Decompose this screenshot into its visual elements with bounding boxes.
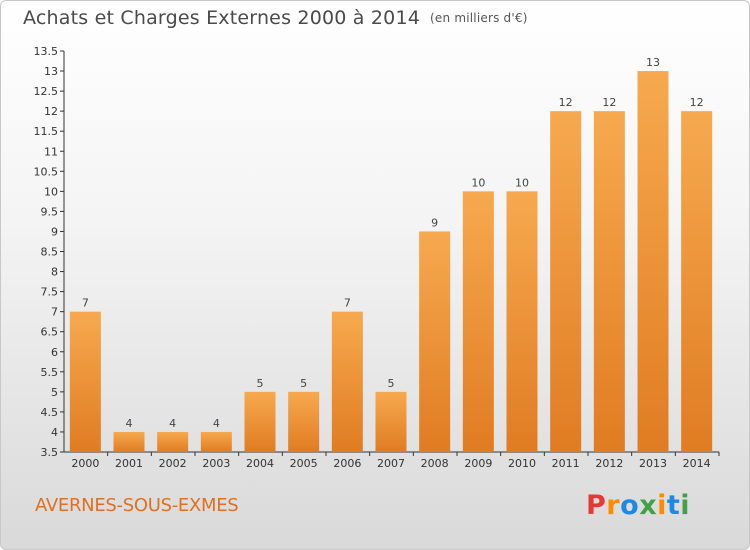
x-tick-label-2009: 2009 bbox=[464, 457, 492, 470]
proxiti-logo[interactable]: Proxiti bbox=[586, 490, 690, 521]
data-label-2012: 12 bbox=[602, 96, 616, 109]
data-label-2002: 4 bbox=[169, 417, 176, 430]
bar-2000 bbox=[69, 311, 101, 452]
y-tick-label-4: 5.5 bbox=[41, 366, 59, 379]
data-label-2008: 9 bbox=[431, 216, 438, 229]
x-tick-label-2005: 2005 bbox=[290, 457, 318, 470]
y-tick-label-6: 6.5 bbox=[41, 326, 59, 339]
y-tick-label-13: 10 bbox=[44, 185, 58, 198]
bar-2001 bbox=[113, 431, 145, 452]
x-tick-label-2010: 2010 bbox=[508, 457, 536, 470]
y-tick-label-15: 11 bbox=[44, 145, 58, 158]
data-label-2006: 7 bbox=[344, 297, 351, 310]
y-tick-label-10: 8.5 bbox=[41, 246, 59, 259]
y-tick-label-20: 13.5 bbox=[34, 45, 59, 58]
data-label-2010: 10 bbox=[515, 176, 529, 189]
bar-2009 bbox=[462, 191, 494, 452]
x-tick-label-2001: 2001 bbox=[115, 457, 143, 470]
y-tick-label-19: 13 bbox=[44, 65, 58, 78]
y-tick-label-11: 9 bbox=[51, 225, 58, 238]
bar-2010 bbox=[506, 191, 538, 452]
x-tick-label-2003: 2003 bbox=[202, 457, 230, 470]
data-label-2011: 12 bbox=[559, 96, 573, 109]
logo-letter: r bbox=[606, 490, 621, 521]
chart-title: Achats et Charges Externes 2000 à 2014 (e… bbox=[23, 7, 528, 29]
data-label-2001: 4 bbox=[126, 417, 133, 430]
y-tick-label-9: 8 bbox=[51, 266, 58, 279]
data-label-2000: 7 bbox=[82, 297, 89, 310]
y-tick-label-17: 12 bbox=[44, 105, 58, 118]
x-tick-label-2008: 2008 bbox=[421, 457, 449, 470]
bar-2008 bbox=[419, 231, 451, 452]
chart-title-unit: (en milliers d'€) bbox=[430, 11, 528, 25]
data-label-2003: 4 bbox=[213, 417, 220, 430]
bar-2003 bbox=[200, 431, 232, 452]
y-tick-label-16: 11.5 bbox=[34, 125, 59, 138]
y-tick-label-0: 3.5 bbox=[41, 446, 59, 459]
logo-letter: P bbox=[586, 490, 607, 521]
data-label-2009: 10 bbox=[471, 176, 485, 189]
bar-2014 bbox=[681, 111, 713, 453]
chart-title-main: Achats et Charges Externes 2000 à 2014 bbox=[23, 7, 421, 29]
y-tick-label-7: 7 bbox=[51, 306, 58, 319]
x-tick-label-2002: 2002 bbox=[159, 457, 187, 470]
data-label-2007: 5 bbox=[388, 377, 395, 390]
bar-2007 bbox=[375, 391, 407, 452]
data-label-2013: 13 bbox=[646, 56, 660, 69]
x-tick-label-2013: 2013 bbox=[639, 457, 667, 470]
bar-2002 bbox=[157, 431, 189, 452]
y-tick-label-5: 6 bbox=[51, 346, 58, 359]
y-tick-label-1: 4 bbox=[51, 426, 58, 439]
y-tick-label-12: 9.5 bbox=[41, 205, 59, 218]
y-tick-label-18: 12.5 bbox=[34, 85, 59, 98]
data-label-2004: 5 bbox=[257, 377, 264, 390]
logo-letter: i bbox=[680, 490, 691, 521]
bar-2013 bbox=[637, 71, 669, 453]
x-tick-label-2011: 2011 bbox=[552, 457, 580, 470]
x-tick-label-2007: 2007 bbox=[377, 457, 405, 470]
bar-2006 bbox=[331, 311, 363, 452]
bar-2004 bbox=[244, 391, 276, 452]
bar-2011 bbox=[550, 111, 582, 453]
y-tick-label-2: 4.5 bbox=[41, 406, 59, 419]
data-label-2005: 5 bbox=[300, 377, 307, 390]
x-tick-label-2012: 2012 bbox=[595, 457, 623, 470]
commune-name: AVERNES-SOUS-EXMES bbox=[35, 495, 239, 516]
x-tick-label-2004: 2004 bbox=[246, 457, 274, 470]
x-tick-label-2000: 2000 bbox=[71, 457, 99, 470]
y-tick-label-8: 7.5 bbox=[41, 286, 59, 299]
bar-2012 bbox=[593, 111, 625, 453]
x-tick-label-2006: 2006 bbox=[333, 457, 361, 470]
logo-letter: x bbox=[639, 490, 658, 521]
x-tick-label-2014: 2014 bbox=[683, 457, 711, 470]
logo-letter: t bbox=[666, 490, 681, 521]
data-label-2014: 12 bbox=[690, 96, 704, 109]
bar-2005 bbox=[288, 391, 320, 452]
logo-letter: i bbox=[657, 490, 667, 521]
y-tick-label-14: 10.5 bbox=[34, 165, 59, 178]
logo-letter: o bbox=[620, 490, 640, 521]
y-tick-label-3: 5 bbox=[51, 386, 58, 399]
